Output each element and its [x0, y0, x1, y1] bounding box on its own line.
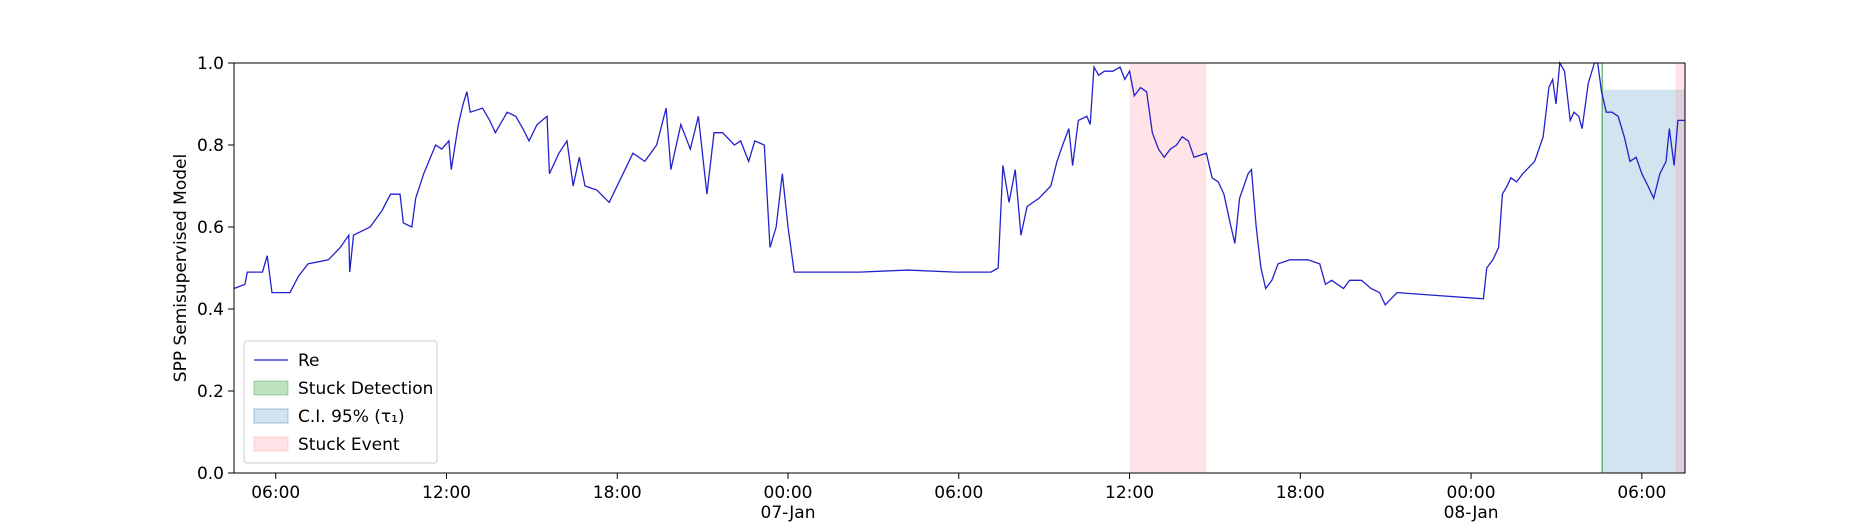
- y-tick-label: 0.0: [197, 464, 224, 484]
- x-tick-label: 06:00: [251, 483, 301, 503]
- region: [1601, 89, 1685, 474]
- x-tick-label: 00:00 08-Jan: [1443, 483, 1499, 523]
- x-tick-label: 18:00: [1275, 483, 1325, 503]
- y-tick-label: 0.4: [197, 300, 224, 320]
- legend: Re Stuck Detection C.I. 95% (τ₁) Stuck Even…: [243, 340, 438, 464]
- region: [1601, 63, 1603, 473]
- legend-patch: [253, 436, 289, 452]
- plot-frame: [233, 62, 1686, 474]
- legend-box: [243, 340, 438, 464]
- legend-label: Stuck Detection: [298, 379, 433, 399]
- x-tick-label: 06:00: [1617, 483, 1667, 503]
- x-tick-label: 12:00: [1105, 483, 1155, 503]
- legend-label: Stuck Event: [298, 435, 400, 455]
- legend-patch: [253, 380, 289, 396]
- y-tick-label: 0.2: [197, 382, 224, 402]
- region: [1675, 63, 1685, 473]
- y-tick-label: 1.0: [197, 54, 224, 74]
- data-line: [233, 60, 1685, 307]
- y-tick-label: 0.8: [197, 136, 224, 156]
- legend-patch: [253, 408, 289, 424]
- x-tick-label: 06:00: [934, 483, 984, 503]
- legend-label: C.I. 95% (τ₁): [298, 407, 405, 427]
- y-axis-label: SPP Semisupervised Model: [171, 154, 191, 382]
- legend-label: Re: [298, 351, 320, 371]
- region: [1129, 63, 1207, 473]
- y-tick-label: 0.6: [197, 218, 224, 238]
- x-tick-label: 00:00 07-Jan 1900: [760, 483, 816, 525]
- x-tick-label: 12:00: [422, 483, 471, 503]
- regions: [1129, 63, 1685, 474]
- x-tick-label: 18:00: [592, 483, 642, 503]
